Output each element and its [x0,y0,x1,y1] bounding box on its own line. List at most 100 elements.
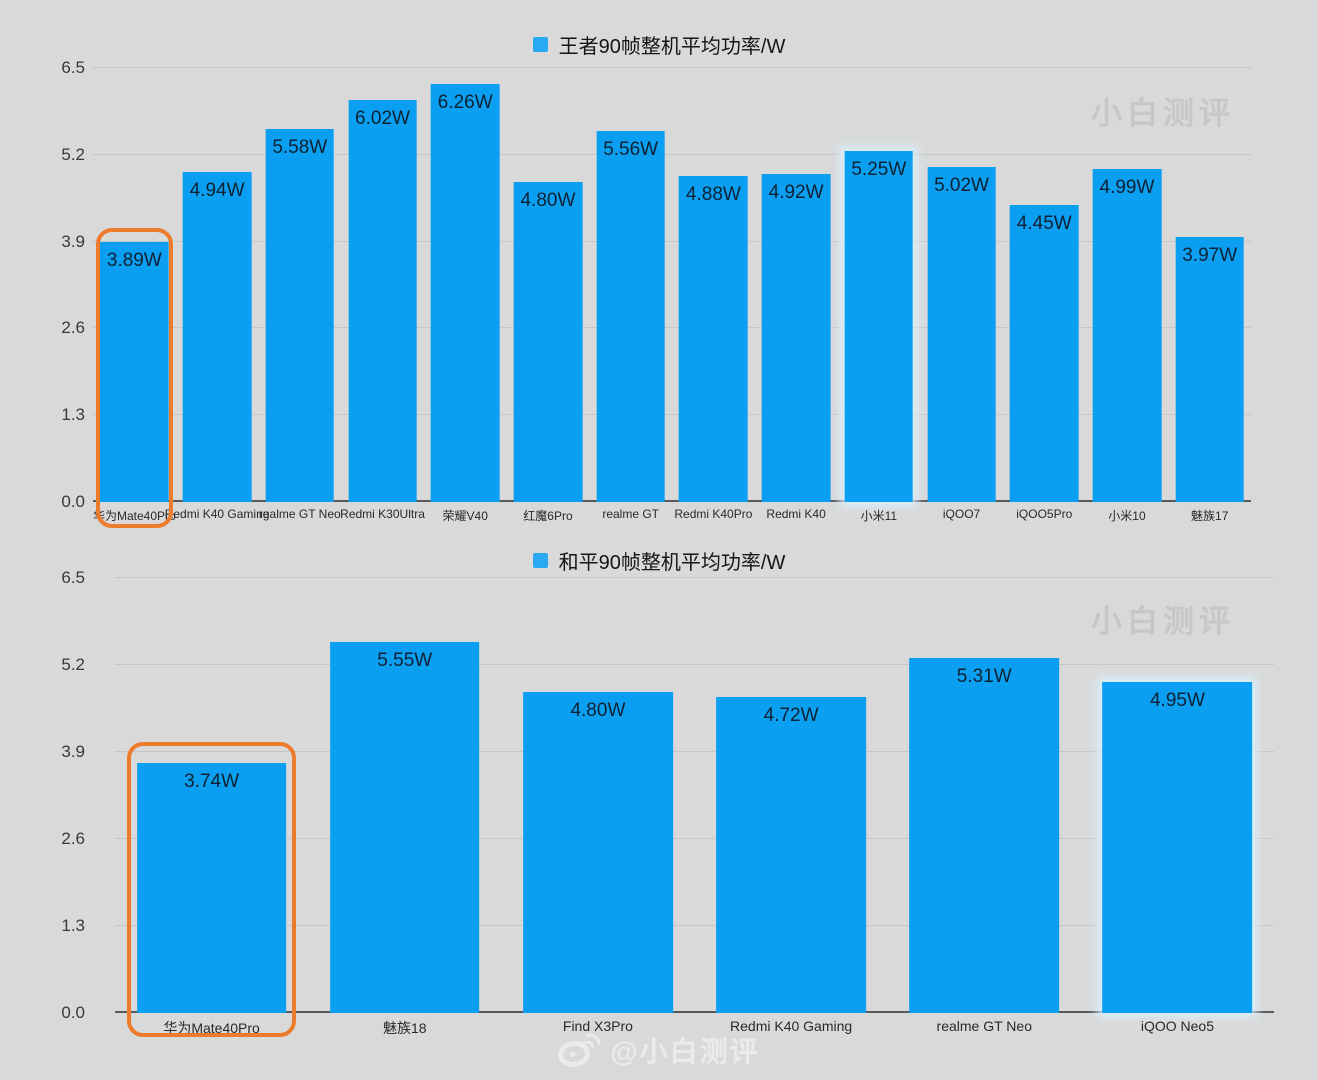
bar: 5.25W [844,151,914,502]
bar-column: 5.25W 小米11 [837,68,920,523]
bar: 4.99W [1092,168,1162,502]
x-axis-label: 华为Mate40Pro [93,509,176,523]
bar: 5.31W [909,657,1060,1013]
x-axis-label: realme GT Neo [936,1018,1032,1034]
bar-column: 4.80W Find X3Pro [501,578,694,1034]
bar-value-label: 5.31W [956,665,1012,687]
bar-value-label: 4.92W [768,181,824,203]
bar: 6.02W [348,100,417,502]
plot-area: 0.0 1.3 2.6 3.9 5.2 6.5 3.89W 华为Mate40Pro 4.94W R… [61,58,1251,528]
bar-value-label: 4.94W [189,180,245,202]
bar-value-label: 4.80W [570,699,626,721]
y-tick-label: 5.2 [61,144,85,164]
x-axis-label: realme GT [602,507,660,521]
bar-column: 3.89W 华为Mate40Pro [93,68,176,528]
bar-value-label: 6.02W [355,108,410,130]
x-axis-label: 小米11 [860,509,898,523]
bar-column: 4.95W iQOO Neo5 [1081,578,1274,1034]
chart-title-text: 和平90帧整机平均功率/W [558,552,786,574]
footer-credit: @小白测评 [0,1030,1318,1070]
chart-legend-title: 王者90帧整机平均功率/W [0,30,1318,59]
x-axis-label: 魅族18 [382,1020,427,1036]
bar: 5.55W [329,641,480,1013]
y-tick-label: 6.5 [61,58,85,77]
x-axis-label: Redmi K40 Gaming [730,1018,853,1034]
y-tick-label: 0.0 [61,1003,85,1022]
bar-value-label: 5.56W [603,138,659,160]
gridline [93,240,1251,242]
bar-value-label: 3.89W [106,250,162,272]
bar-value-label: 3.97W [1182,244,1238,266]
y-tick-label: 3.9 [61,742,85,761]
x-axis-label: 魅族17 [1191,509,1229,523]
bar-column: 6.02W Redmi K30Ultra [340,68,425,521]
bar-value-label: 5.25W [851,159,907,181]
gridline [93,327,1251,329]
bar-column: 5.31W realme GT Neo [888,578,1081,1034]
bar: 4.88W [679,176,748,502]
bar-column: 4.72W Redmi K40 Gaming [695,578,888,1034]
x-axis-baseline [93,500,1251,502]
bar-value-label: 4.99W [1099,176,1155,198]
watermark-text: 小白测评 [1091,604,1235,639]
y-tick-label: 3.9 [61,231,85,251]
y-tick-label: 1.3 [61,405,85,425]
bar-value-label: 5.58W [272,137,328,159]
chart-title-text: 王者90帧整机平均功率/W [558,36,786,58]
x-axis-label: realme GT Neo [258,507,341,521]
x-axis-label: Redmi K40Pro [674,507,753,521]
bar-value-label: 4.45W [1016,212,1072,234]
y-tick-label: 1.3 [61,916,85,935]
bar-column: 5.58W realme GT Neo [258,68,341,521]
x-axis-label: Redmi K40 Gaming [164,507,270,521]
bar: 5.58W [265,129,335,502]
bar: 4.95W [1102,681,1253,1013]
bar-column: 6.26W 荣耀V40 [424,68,507,523]
gridline [93,153,1251,155]
bar-value-label: 4.72W [763,705,819,727]
bar-column: 4.88W Redmi K40Pro [672,68,755,521]
bar: 4.80W [523,691,673,1013]
x-axis-label: 小米10 [1108,509,1146,523]
bar-column: 5.02W iQOO7 [920,68,1003,521]
bar-column: 4.99W 小米10 [1086,68,1169,523]
highlight-ring [126,741,297,1037]
bars-container: 3.74W 华为Mate40Pro 5.55W 魅族18 4.80W Find X3Pro… [115,578,1274,1037]
bar: 3.89W [100,242,169,502]
x-axis-baseline [115,1011,1274,1013]
bar-column: 5.55W 魅族18 [308,578,501,1036]
weibo-icon [558,1032,601,1068]
bar: 4.94W [182,172,252,502]
bar: 4.72W [716,697,866,1013]
gridline [115,577,1274,578]
gridline [93,414,1251,416]
gridline [115,664,1274,665]
bar-column: 3.97W 魅族17 [1168,68,1251,523]
bar-value-label: 5.55W [377,649,433,671]
highlight-ring [96,228,173,528]
x-axis-label: 红魔6Pro [523,509,573,523]
bar-column: 4.45W iQOO5Pro [1003,68,1086,521]
legend-swatch-icon [532,37,548,52]
x-axis-label: iQOO Neo5 [1140,1018,1215,1034]
bar: 5.02W [927,166,996,502]
bars-container: 3.89W 华为Mate40Pro 4.94W Redmi K40 Gaming 5.5… [93,68,1251,528]
plot-area: 0.0 1.3 2.6 3.9 5.2 6.5 3.74W 华为Mate40Pro 5.55W 魅… [61,568,1274,1037]
y-tick-label: 5.2 [61,655,85,674]
bar: 3.74W [136,762,287,1013]
x-axis-label: Redmi K30Ultra [340,507,425,521]
bar-column: 4.80W 红魔6Pro [507,68,590,523]
bar-value-label: 4.95W [1149,689,1205,711]
bar-column: 4.94W Redmi K40 Gaming [165,68,269,521]
bar-column: 5.56W realme GT [589,68,672,521]
y-tick-label: 6.5 [61,568,85,587]
x-axis-label: 华为Mate40Pro [163,1020,260,1036]
x-axis-label: Find X3Pro [562,1018,633,1034]
bar-value-label: 6.26W [437,92,493,114]
x-axis-label: Redmi K40 [766,507,826,521]
gridline [115,838,1274,839]
x-axis-label: 荣耀V40 [442,509,488,523]
